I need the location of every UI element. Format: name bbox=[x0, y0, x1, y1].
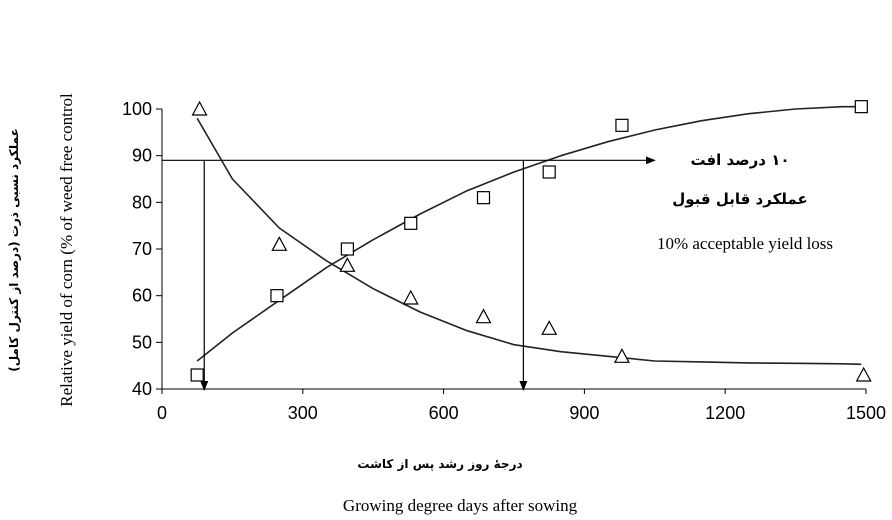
fitted-curves bbox=[196, 105, 862, 366]
threshold-lines bbox=[162, 156, 656, 391]
x-tick-label: 1500 bbox=[846, 403, 886, 423]
y-tick-label: 90 bbox=[132, 146, 152, 166]
y-tick-label: 60 bbox=[132, 286, 152, 306]
x-axis-label: Growing degree days after sowing bbox=[343, 496, 578, 515]
fitted-curve-triangle bbox=[196, 117, 862, 366]
y-tick-label: 50 bbox=[132, 332, 152, 352]
x-tick-label: 0 bbox=[157, 403, 167, 423]
triangle-point bbox=[541, 320, 558, 335]
triangle-point bbox=[271, 236, 288, 251]
triangle-point bbox=[339, 257, 356, 272]
y-tick-label: 100 bbox=[122, 99, 152, 119]
y-axis-label: Relative yield of corn (% of weed free c… bbox=[57, 93, 76, 407]
y-tick-label: 70 bbox=[132, 239, 152, 259]
square-point bbox=[615, 118, 629, 132]
square-point bbox=[476, 191, 491, 205]
x-tick-label: 1200 bbox=[705, 403, 745, 423]
threshold-label-en: 10% acceptable yield loss bbox=[657, 234, 833, 253]
threshold-label-fa-2: عملکرد قابل قبول bbox=[672, 190, 807, 208]
square-point bbox=[854, 100, 868, 114]
x-tick-group: 0 300 600 900 1200 1500 bbox=[157, 389, 886, 423]
triangle-point bbox=[191, 100, 208, 116]
data-points bbox=[190, 100, 872, 382]
y-axis-label-fa: عملکرد نسبی ذرت (درصد از کنترل کامل) bbox=[7, 128, 21, 372]
square-point bbox=[340, 242, 354, 256]
y-tick-label: 80 bbox=[132, 192, 152, 212]
y-tick-label: 40 bbox=[132, 379, 152, 399]
square-point bbox=[270, 289, 284, 303]
x-tick-label: 300 bbox=[288, 403, 318, 423]
triangle-point bbox=[475, 308, 492, 324]
triangle-point bbox=[855, 366, 872, 382]
triangle-point bbox=[613, 348, 630, 363]
triangle-point bbox=[402, 289, 419, 305]
square-point bbox=[542, 165, 556, 179]
x-tick-label: 600 bbox=[429, 403, 459, 423]
square-point bbox=[190, 368, 204, 382]
x-tick-label: 900 bbox=[569, 403, 599, 423]
threshold-label-fa-1: ۱۰ درصد افت bbox=[690, 151, 789, 169]
y-tick-group: 40 50 60 70 80 90 100 bbox=[122, 99, 162, 399]
square-point bbox=[404, 216, 418, 230]
fitted-curve-square bbox=[196, 105, 862, 362]
x-axis-label-fa: درجهٔ روز رشد پس از کاشت bbox=[357, 457, 522, 472]
